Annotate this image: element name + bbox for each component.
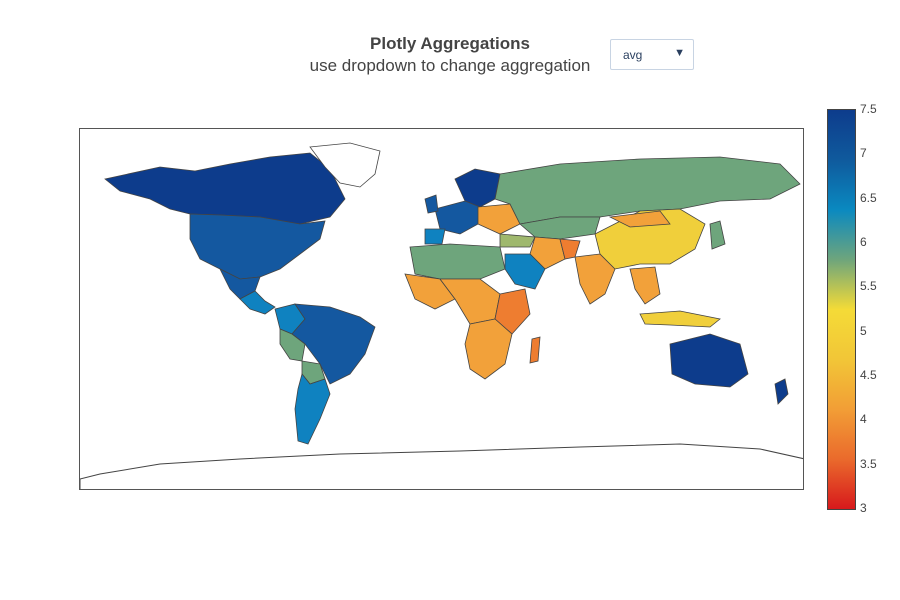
country-eastern-europe[interactable] bbox=[477, 203, 521, 235]
aggregation-dropdown[interactable]: avg ▼ bbox=[610, 39, 694, 70]
country-mongolia[interactable] bbox=[608, 210, 671, 228]
country-canada[interactable] bbox=[104, 152, 346, 225]
country-australia[interactable] bbox=[669, 333, 749, 388]
country-iberia[interactable] bbox=[424, 228, 446, 245]
colorbar-tick-label: 6.5 bbox=[860, 190, 877, 205]
chevron-down-icon: ▼ bbox=[674, 47, 685, 59]
colorbar-tick-label: 4.5 bbox=[860, 368, 877, 382]
country-turkey[interactable] bbox=[499, 233, 536, 248]
country-new-zealand[interactable] bbox=[774, 378, 789, 405]
country-central-america[interactable] bbox=[239, 290, 276, 315]
country-argentina[interactable] bbox=[294, 373, 331, 445]
chart-title: Plotly Aggregations bbox=[370, 34, 530, 53]
country-southeast-asia[interactable] bbox=[629, 266, 661, 305]
country-brazil[interactable] bbox=[291, 303, 376, 385]
country-southern-africa[interactable] bbox=[464, 318, 513, 380]
colorbar-tick-label: 4 bbox=[860, 412, 867, 427]
colorbar-tick-label: 5 bbox=[860, 323, 867, 338]
colorbar bbox=[827, 109, 856, 510]
colorbar-tick-label: 7.5 bbox=[860, 102, 877, 116]
country-east-africa[interactable] bbox=[494, 288, 531, 335]
country-china[interactable] bbox=[594, 208, 706, 270]
colorbar-tick-label: 7 bbox=[860, 146, 867, 161]
country-north-africa[interactable] bbox=[409, 243, 506, 280]
world-map[interactable] bbox=[79, 128, 804, 490]
country-uk[interactable] bbox=[424, 194, 439, 214]
country-usa[interactable] bbox=[189, 213, 326, 280]
country-indonesia[interactable] bbox=[639, 310, 721, 328]
colorbar-tick-label: 3.5 bbox=[860, 456, 877, 471]
country-russia[interactable] bbox=[494, 156, 801, 225]
country-greenland[interactable] bbox=[309, 142, 381, 188]
antarctica-outline bbox=[80, 443, 803, 489]
country-madagascar[interactable] bbox=[529, 336, 541, 364]
country-iran[interactable] bbox=[529, 236, 566, 270]
aggregation-dropdown-value: avg bbox=[623, 48, 643, 62]
colorbar-tick-label: 3 bbox=[860, 501, 867, 515]
colorbar-tick-label: 5.5 bbox=[860, 279, 877, 294]
chart-title-block: Plotly Aggregations use dropdown to chan… bbox=[250, 34, 650, 78]
chart-subtitle: use dropdown to change aggregation bbox=[309, 56, 591, 75]
colorbar-tick-label: 6 bbox=[860, 235, 867, 249]
world-map-svg bbox=[80, 142, 803, 489]
country-japan[interactable] bbox=[709, 220, 726, 250]
colorbar-ticks: 7.5 7 6.5 6 5.5 5 4.5 4 3.5 3 bbox=[858, 0, 898, 600]
country-scandinavia[interactable] bbox=[454, 168, 501, 208]
